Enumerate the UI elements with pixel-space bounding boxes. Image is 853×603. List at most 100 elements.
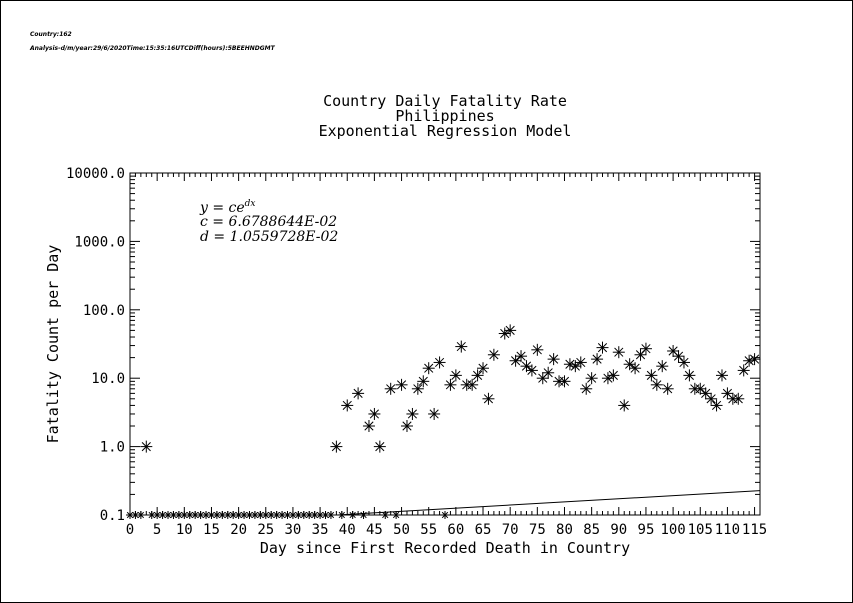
x-tick-label: 45 xyxy=(366,522,383,538)
x-tick-label: 70 xyxy=(502,522,519,538)
zero-day-point xyxy=(337,511,346,519)
x-tick-label: 5 xyxy=(153,522,161,538)
x-tick-label: 50 xyxy=(393,522,410,538)
x-tick-label: 55 xyxy=(420,522,437,538)
regression-annotation: y = cedx c = 6.6788644E-02 d = 1.0559728… xyxy=(199,199,338,245)
zero-day-point xyxy=(359,511,368,519)
equation-label: y = cedx xyxy=(199,199,256,216)
x-tick-label: 25 xyxy=(257,522,274,538)
data-point xyxy=(368,407,381,420)
data-point xyxy=(487,348,500,361)
zero-day-point xyxy=(196,511,205,519)
zero-day-markers xyxy=(126,511,449,519)
data-point xyxy=(580,382,593,395)
data-point xyxy=(629,362,642,375)
data-point xyxy=(477,362,490,375)
data-point xyxy=(330,440,343,453)
zero-day-point xyxy=(126,511,134,519)
data-point xyxy=(400,420,413,433)
data-point xyxy=(373,440,386,453)
x-tick-label: 60 xyxy=(447,522,464,538)
data-point xyxy=(352,387,365,400)
zero-day-point xyxy=(299,511,308,519)
zero-day-point xyxy=(321,511,330,519)
data-point xyxy=(748,353,761,366)
zero-day-point xyxy=(392,511,401,519)
y-tick-label: 10.0 xyxy=(91,371,125,387)
y-tick-label: 100.0 xyxy=(83,303,125,319)
equation-exponent: dx xyxy=(245,199,256,209)
zero-day-point xyxy=(136,511,145,519)
x-tick-label: 90 xyxy=(610,522,627,538)
data-point xyxy=(406,407,419,420)
data-point xyxy=(422,362,435,375)
data-point xyxy=(661,382,674,395)
data-point xyxy=(417,375,430,388)
data-point xyxy=(705,392,718,405)
zero-day-point xyxy=(441,511,449,519)
y-tick-label: 0.1 xyxy=(100,508,125,524)
zero-day-point xyxy=(310,511,319,519)
zero-day-point xyxy=(202,511,211,519)
data-point xyxy=(710,399,723,412)
x-tick-label: 85 xyxy=(583,522,600,538)
c-coefficient-label: c = 6.6788644E-02 xyxy=(200,214,337,230)
x-tick-label: 15 xyxy=(203,522,220,538)
data-point xyxy=(732,392,745,405)
data-point xyxy=(558,375,571,388)
zero-day-point xyxy=(326,511,335,519)
zero-day-point xyxy=(240,511,249,519)
data-point xyxy=(509,354,522,367)
x-tick-label: 40 xyxy=(339,522,356,538)
y-tick-label: 10000.0 xyxy=(66,166,125,182)
y-axis-ticks: 0.1 1.0 10.0 100.0 1000.0 10000.0 xyxy=(66,166,760,524)
data-point xyxy=(596,341,609,354)
data-point xyxy=(683,369,696,382)
data-point xyxy=(395,378,408,391)
data-point xyxy=(466,378,479,391)
data-point xyxy=(677,356,690,369)
x-axis-ticks: 0 5 10 15 20 25 30 35 40 45 50 55 60 65 70 75 80 85 90 95 10… xyxy=(126,173,767,538)
x-tick-label: 0 xyxy=(126,522,134,538)
data-point xyxy=(618,399,631,412)
x-tick-label: 100 xyxy=(660,522,685,538)
zero-day-point xyxy=(348,511,357,519)
x-tick-label: 80 xyxy=(556,522,573,538)
zero-day-point xyxy=(191,511,200,519)
y-tick-label: 1.0 xyxy=(100,440,125,456)
x-tick-label: 115 xyxy=(742,522,767,538)
x-axis-label: Day since First Recorded Death in Countr… xyxy=(260,539,630,557)
data-point xyxy=(574,356,587,369)
data-point xyxy=(504,324,517,337)
zero-day-point xyxy=(169,511,178,519)
country-code-label: Country:162 xyxy=(30,31,72,38)
chart-title-line-1: Country Daily Fatality Rate xyxy=(323,92,567,110)
data-point xyxy=(607,369,620,382)
data-point xyxy=(542,366,555,379)
data-point xyxy=(482,392,495,405)
data-point xyxy=(525,364,538,377)
data-point xyxy=(411,382,424,395)
zero-day-point xyxy=(305,511,314,519)
data-point xyxy=(645,369,658,382)
data-point xyxy=(444,378,457,391)
data-point xyxy=(531,343,544,356)
data-point xyxy=(569,360,582,373)
data-point xyxy=(362,420,375,433)
x-tick-label: 10 xyxy=(176,522,193,538)
data-point xyxy=(384,382,397,395)
x-tick-label: 20 xyxy=(230,522,247,538)
x-tick-label: 105 xyxy=(688,522,713,538)
data-point xyxy=(449,369,462,382)
x-tick-label: 65 xyxy=(475,522,492,538)
equation-base: y = ce xyxy=(199,200,245,216)
data-point xyxy=(694,382,707,395)
data-point xyxy=(715,369,728,382)
regression-line xyxy=(337,490,761,516)
x-tick-label: 95 xyxy=(638,522,655,538)
chart-title-line-2: Philippines xyxy=(395,107,494,125)
data-point xyxy=(737,364,750,377)
d-coefficient-label: d = 1.0559728E-02 xyxy=(200,229,338,245)
data-points xyxy=(140,324,761,453)
